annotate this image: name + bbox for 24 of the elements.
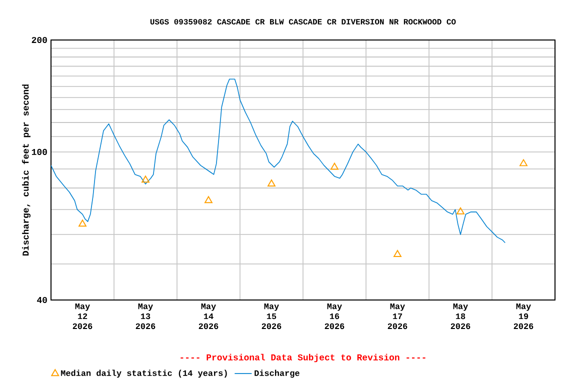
- line-series: [51, 78, 506, 244]
- x-tick-label: May 16 2026: [324, 304, 344, 330]
- x-tick-label: May 17 2026: [388, 304, 408, 330]
- x-tick-label: May 18 2026: [450, 304, 470, 330]
- x-tick-label: May 19 2026: [514, 304, 534, 330]
- x-tick-label: May 14 2026: [198, 304, 218, 330]
- x-tick-label: May 12 2026: [72, 304, 92, 330]
- point: [268, 180, 276, 187]
- text: ---- Provisional Data Subject to Revision ----: [180, 354, 426, 362]
- point: [394, 250, 402, 258]
- point: [78, 220, 86, 227]
- point: [456, 207, 464, 214]
- x-tick-label: May 13 2026: [136, 304, 156, 330]
- legend-label: Median daily statistic (14 years): [60, 370, 227, 378]
- y-tick-label: 200: [32, 36, 47, 44]
- y-tick-label: 40: [37, 296, 47, 304]
- y-axis-title: Discharge, cubic feet per second: [22, 84, 31, 256]
- legend-label: Discharge: [254, 370, 300, 378]
- point: [520, 159, 528, 166]
- point: [330, 162, 338, 170]
- y-tick-label: 100: [32, 148, 47, 156]
- x-tick-label: May 15 2026: [262, 304, 282, 330]
- point: [142, 176, 150, 183]
- point: [204, 196, 212, 204]
